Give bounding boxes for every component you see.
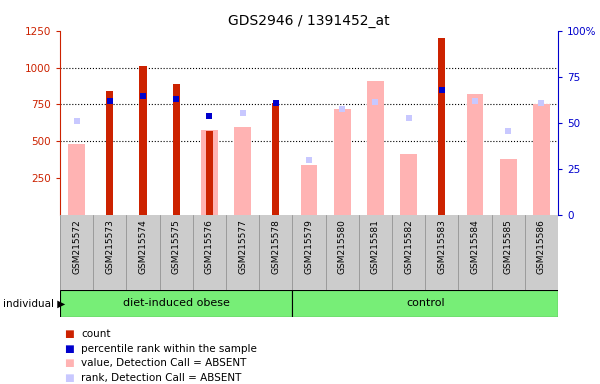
Bar xyxy=(467,94,484,215)
Text: percentile rank within the sample: percentile rank within the sample xyxy=(81,344,257,354)
Text: count: count xyxy=(81,329,110,339)
Bar xyxy=(500,159,517,215)
Text: GSM215579: GSM215579 xyxy=(305,219,314,274)
Text: control: control xyxy=(406,298,445,308)
Text: GSM215573: GSM215573 xyxy=(106,219,114,274)
Bar xyxy=(301,165,317,215)
Text: individual ▶: individual ▶ xyxy=(3,298,65,308)
Bar xyxy=(106,91,113,215)
Bar xyxy=(139,66,146,215)
Bar xyxy=(438,38,445,215)
Text: ■: ■ xyxy=(64,358,74,368)
Text: rank, Detection Call = ABSENT: rank, Detection Call = ABSENT xyxy=(81,373,241,383)
Bar xyxy=(173,84,180,215)
Text: GSM215585: GSM215585 xyxy=(504,219,513,274)
Bar xyxy=(201,130,218,215)
Bar xyxy=(60,290,292,317)
Bar xyxy=(235,127,251,215)
Bar xyxy=(533,104,550,215)
Text: GSM215583: GSM215583 xyxy=(437,219,446,274)
Text: GSM215580: GSM215580 xyxy=(338,219,347,274)
Text: GSM215581: GSM215581 xyxy=(371,219,380,274)
Bar xyxy=(68,144,85,215)
Text: GSM215575: GSM215575 xyxy=(172,219,181,274)
Text: diet-induced obese: diet-induced obese xyxy=(123,298,230,308)
Bar xyxy=(334,109,350,215)
Text: GSM215576: GSM215576 xyxy=(205,219,214,274)
Text: GSM215584: GSM215584 xyxy=(470,219,479,273)
Bar xyxy=(272,103,280,215)
Text: GSM215582: GSM215582 xyxy=(404,219,413,273)
Title: GDS2946 / 1391452_at: GDS2946 / 1391452_at xyxy=(228,14,390,28)
Bar xyxy=(206,131,213,215)
Text: ■: ■ xyxy=(64,373,74,383)
Text: GSM215574: GSM215574 xyxy=(139,219,148,273)
Text: value, Detection Call = ABSENT: value, Detection Call = ABSENT xyxy=(81,358,247,368)
Text: GSM215586: GSM215586 xyxy=(537,219,546,274)
Text: ■: ■ xyxy=(64,344,74,354)
Text: GSM215578: GSM215578 xyxy=(271,219,280,274)
Bar xyxy=(292,290,558,317)
Bar xyxy=(367,81,384,215)
Text: ■: ■ xyxy=(64,329,74,339)
Bar xyxy=(400,154,417,215)
Text: GSM215572: GSM215572 xyxy=(72,219,81,273)
Text: GSM215577: GSM215577 xyxy=(238,219,247,274)
